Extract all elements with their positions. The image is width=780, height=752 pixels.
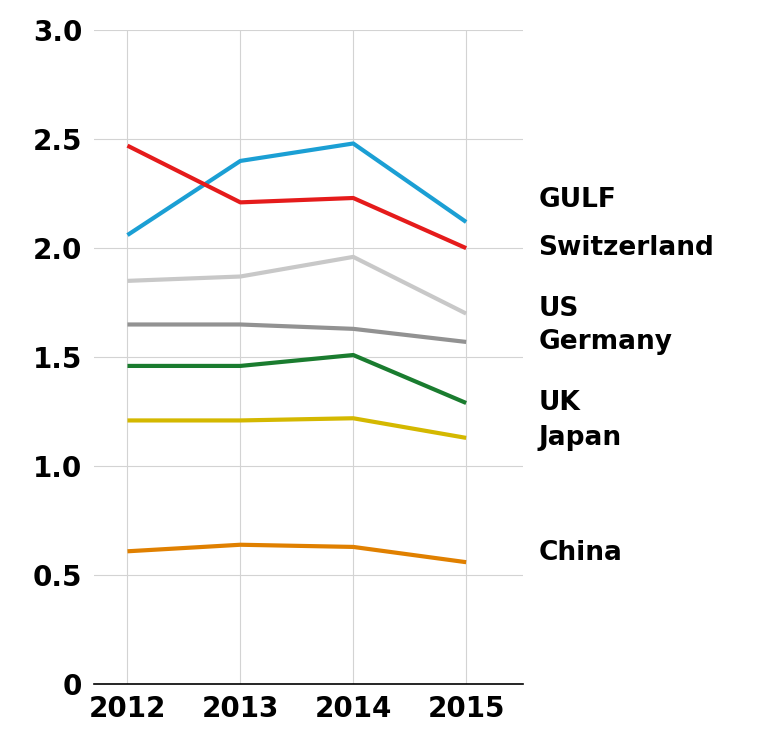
Text: US: US [538, 296, 579, 322]
Text: China: China [538, 541, 622, 566]
Text: Japan: Japan [538, 425, 622, 451]
Text: Germany: Germany [538, 329, 672, 355]
Text: GULF: GULF [538, 187, 616, 213]
Text: UK: UK [538, 390, 580, 416]
Text: Switzerland: Switzerland [538, 235, 714, 261]
